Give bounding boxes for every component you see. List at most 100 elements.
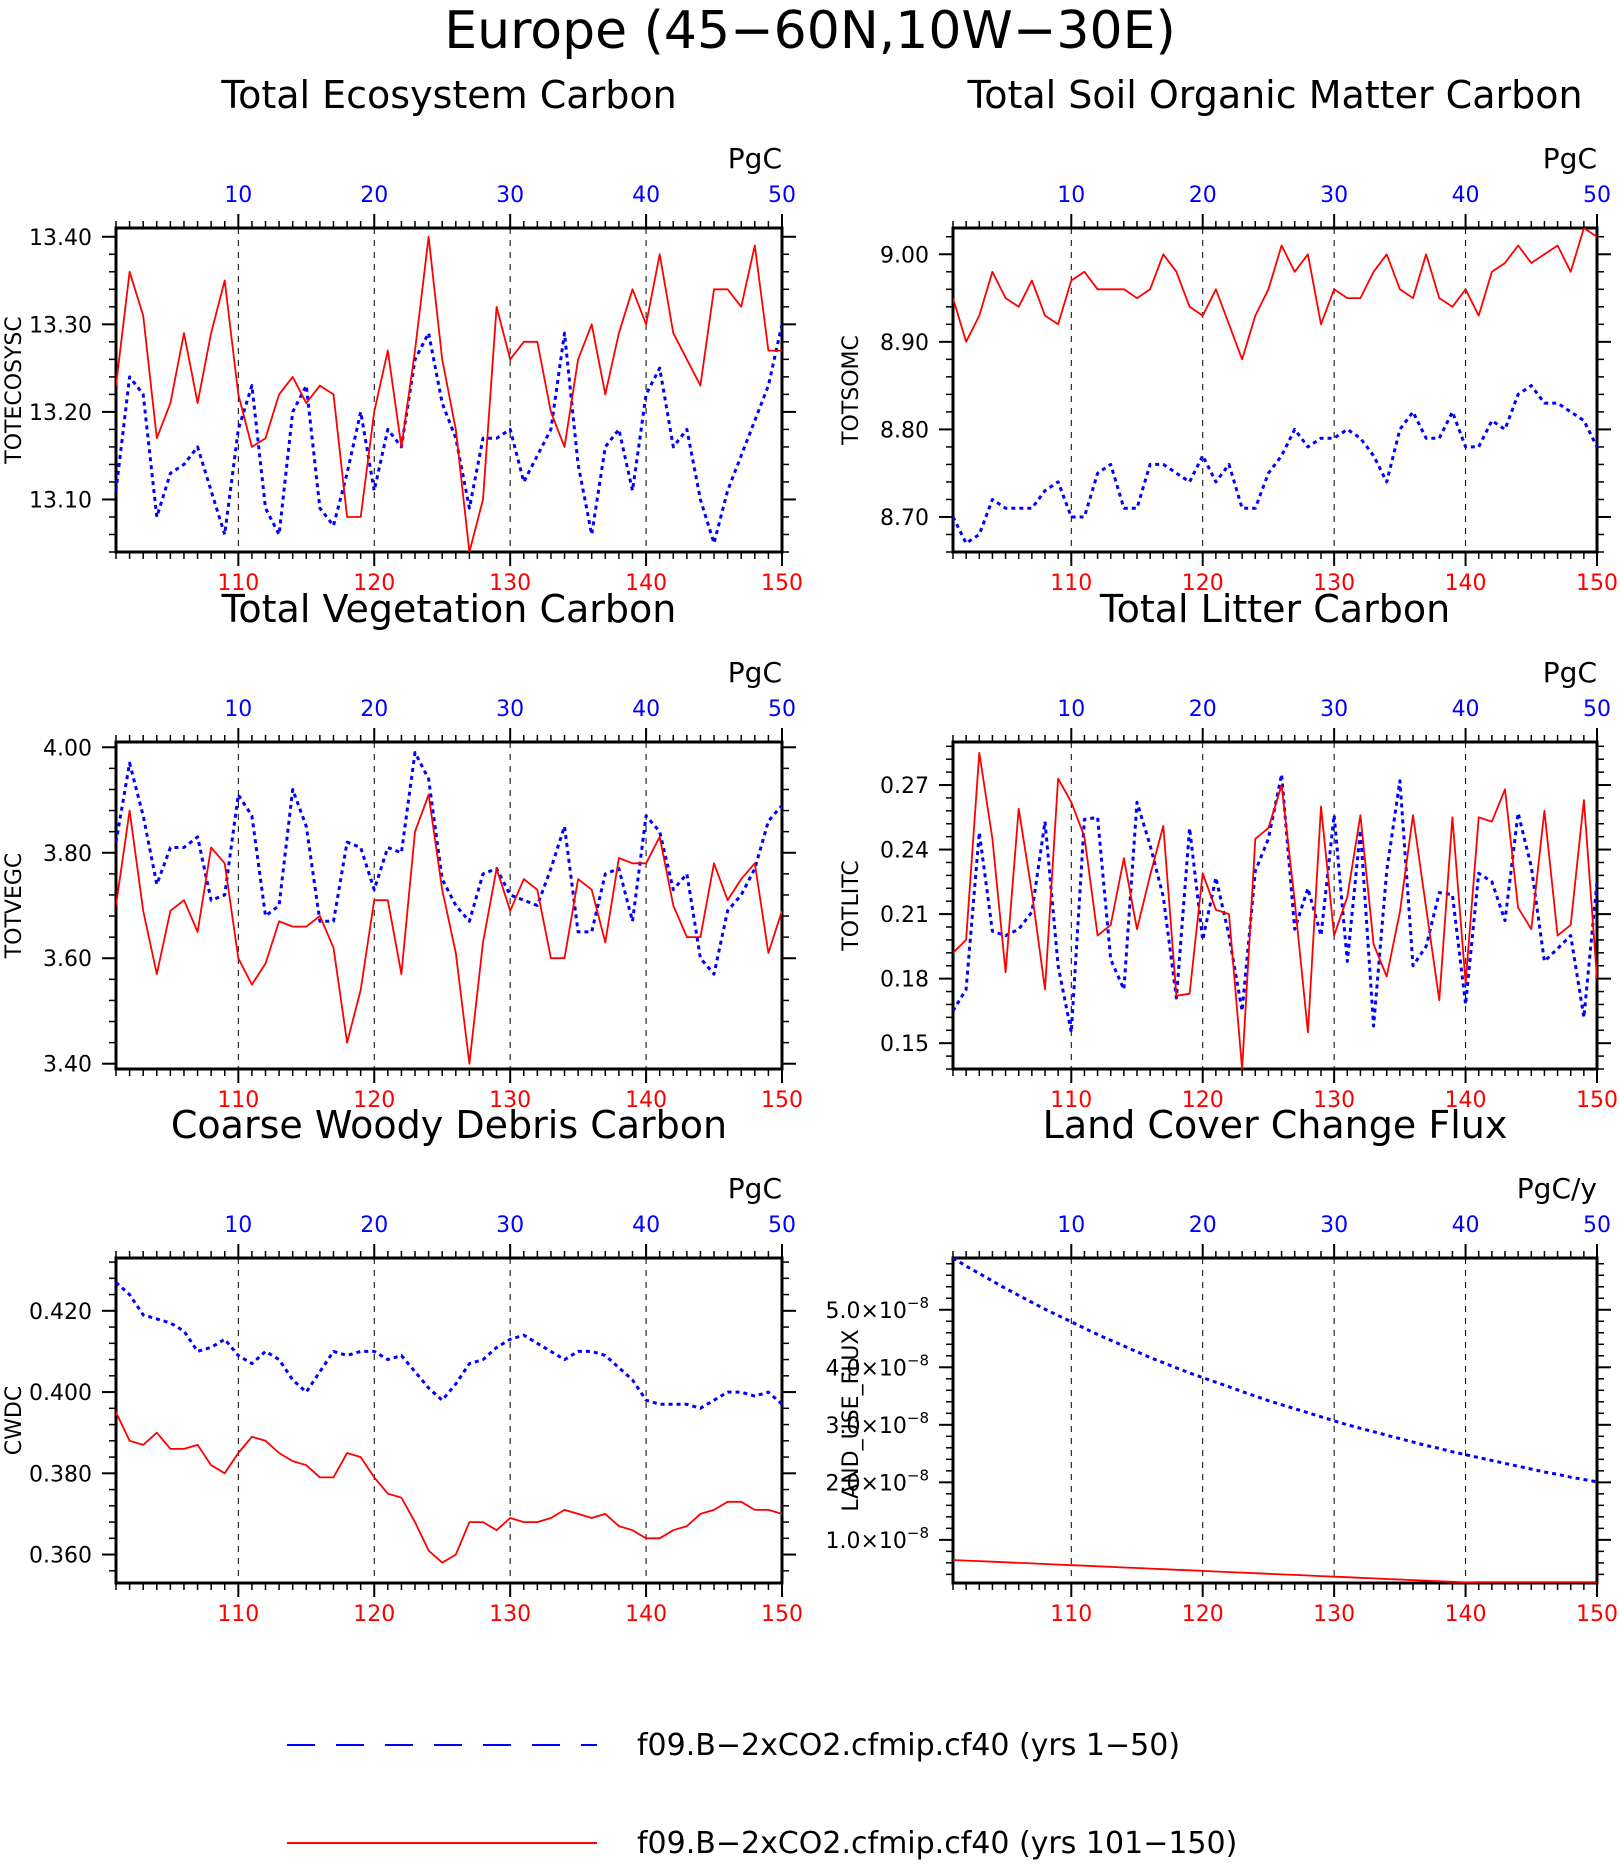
x-tick-label: 110 <box>217 1602 259 1627</box>
x-tick-label-top: 10 <box>224 183 252 208</box>
chart-panel-2: Total Soil Organic Matter Carbon PgC 110 12… <box>839 73 1618 596</box>
chart-panel-3: Total Vegetation Carbon PgC 110 120 130 140 15… <box>2 587 803 1113</box>
y-tick-label: 9.00 <box>880 243 929 268</box>
y-axis-label: TOTVEGC <box>2 853 27 960</box>
y-tick-label: 2.0×10−8 <box>825 1466 929 1496</box>
x-tick-label: 120 <box>353 571 395 596</box>
x-tick-label-top: 30 <box>1320 183 1348 208</box>
series-line-red <box>953 228 1597 361</box>
x-tick-label-top: 10 <box>1057 183 1085 208</box>
y-tick-label: 8.90 <box>880 331 929 356</box>
x-tick-label: 140 <box>1445 1602 1487 1627</box>
y-axis-label: TOTECOSYSC <box>2 316 27 465</box>
chart-panel-1: Total Ecosystem Carbon PgC 110 120 130 140 150… <box>2 73 803 596</box>
y-tick-label: 4.0×10−8 <box>825 1351 929 1381</box>
x-tick-label-top: 40 <box>632 183 660 208</box>
x-tick-label-top: 20 <box>1189 697 1217 722</box>
x-tick-label: 110 <box>217 1088 259 1113</box>
x-tick-label-top: 40 <box>1452 183 1480 208</box>
y-tick-label: 3.80 <box>43 842 92 867</box>
x-tick-label-top: 10 <box>1057 1213 1085 1238</box>
series-line-red <box>116 1412 782 1564</box>
x-tick-label: 130 <box>489 571 531 596</box>
y-tick-label: 8.70 <box>880 506 929 531</box>
x-tick-label: 110 <box>1050 1602 1092 1627</box>
series-line-blue <box>116 1281 782 1410</box>
x-tick-label-top: 40 <box>1452 1213 1480 1238</box>
units-label: PgC <box>728 142 782 175</box>
x-tick-label: 140 <box>625 1602 667 1627</box>
series-line-blue <box>953 1258 1597 1484</box>
panel-title: Coarse Woody Debris Carbon <box>171 1103 727 1147</box>
x-tick-label: 130 <box>489 1088 531 1113</box>
y-axis-label: LAND_USE_FLUX <box>839 1329 864 1511</box>
x-tick-label: 120 <box>1182 1088 1224 1113</box>
x-tick-label: 140 <box>1445 571 1487 596</box>
series-line-red <box>953 751 1597 1069</box>
x-tick-label-top: 20 <box>360 1213 388 1238</box>
x-tick-label: 120 <box>353 1088 395 1113</box>
plot-frame <box>951 740 1599 1071</box>
series-line-blue <box>116 323 782 545</box>
chart-panel-4: Total Litter Carbon PgC 110 120 130 140 150 10 2… <box>839 587 1618 1113</box>
x-tick-label: 110 <box>1050 571 1092 596</box>
y-tick-label: 13.10 <box>29 488 92 513</box>
units-label: PgC <box>728 656 782 689</box>
units-label: PgC <box>1543 142 1597 175</box>
y-axis-label: TOTSOMC <box>839 335 864 446</box>
series-line-red <box>116 793 782 1065</box>
x-tick-label: 150 <box>761 571 803 596</box>
y-tick-label: 3.40 <box>43 1053 92 1078</box>
x-tick-label: 150 <box>761 1602 803 1627</box>
y-tick-label: 0.18 <box>880 968 929 993</box>
x-tick-label-top: 20 <box>360 183 388 208</box>
x-tick-label-top: 20 <box>1189 183 1217 208</box>
x-tick-label: 130 <box>1313 1602 1355 1627</box>
y-tick-label: 0.27 <box>880 774 929 799</box>
x-tick-label-top: 50 <box>768 183 796 208</box>
y-tick-label: 0.21 <box>880 903 929 928</box>
y-tick-label: 0.15 <box>880 1032 929 1057</box>
x-tick-label-top: 40 <box>1452 697 1480 722</box>
x-tick-label-top: 50 <box>768 1213 796 1238</box>
y-tick-label: 0.400 <box>29 1381 92 1406</box>
series-line-red <box>953 1559 1597 1583</box>
y-tick-label: 3.0×10−8 <box>825 1409 929 1439</box>
x-tick-label-top: 40 <box>632 1213 660 1238</box>
chart-panel-6: Land Cover Change Flux PgC/y 110 120 130 140 1… <box>825 1103 1618 1627</box>
x-tick-label-top: 50 <box>768 697 796 722</box>
y-tick-label: 3.60 <box>43 947 92 972</box>
x-tick-label: 120 <box>1182 1602 1224 1627</box>
plot-frame <box>114 226 784 554</box>
x-tick-label: 140 <box>625 571 667 596</box>
x-tick-label-top: 50 <box>1583 183 1611 208</box>
panel-title: Total Vegetation Carbon <box>221 587 677 631</box>
y-tick-label: 8.80 <box>880 418 929 443</box>
panel-title: Total Litter Carbon <box>1099 587 1450 631</box>
x-tick-label-top: 50 <box>1583 697 1611 722</box>
x-tick-label-top: 50 <box>1583 1213 1611 1238</box>
legend: f09.B−2xCO2.cfmip.cf40 (yrs 1−50) f09.B−2… <box>287 1728 1237 1861</box>
figure-title: Europe (45−60N,10W−30E) <box>444 1 1175 61</box>
y-axis-label: CWDC <box>2 1386 27 1455</box>
y-tick-label: 0.420 <box>29 1300 92 1325</box>
panel-title: Total Ecosystem Carbon <box>220 73 676 117</box>
x-tick-label: 110 <box>1050 1088 1092 1113</box>
y-axis-label: TOTLITC <box>839 860 864 951</box>
y-tick-label: 13.30 <box>29 313 92 338</box>
units-label: PgC <box>1543 656 1597 689</box>
x-tick-label: 140 <box>625 1088 667 1113</box>
x-tick-label: 120 <box>353 1602 395 1627</box>
x-tick-label-top: 30 <box>1320 697 1348 722</box>
series-line-blue <box>116 751 782 976</box>
x-tick-label-top: 20 <box>360 697 388 722</box>
y-tick-label: 0.360 <box>29 1544 92 1569</box>
series-line-red <box>116 235 782 552</box>
x-tick-label: 130 <box>1313 1088 1355 1113</box>
legend-label-2: f09.B−2xCO2.cfmip.cf40 (yrs 101−150) <box>637 1826 1237 1861</box>
panel-title: Land Cover Change Flux <box>1043 1103 1508 1147</box>
units-label: PgC <box>728 1172 782 1205</box>
plot-frame <box>951 226 1599 554</box>
panel-title: Total Soil Organic Matter Carbon <box>966 73 1582 117</box>
